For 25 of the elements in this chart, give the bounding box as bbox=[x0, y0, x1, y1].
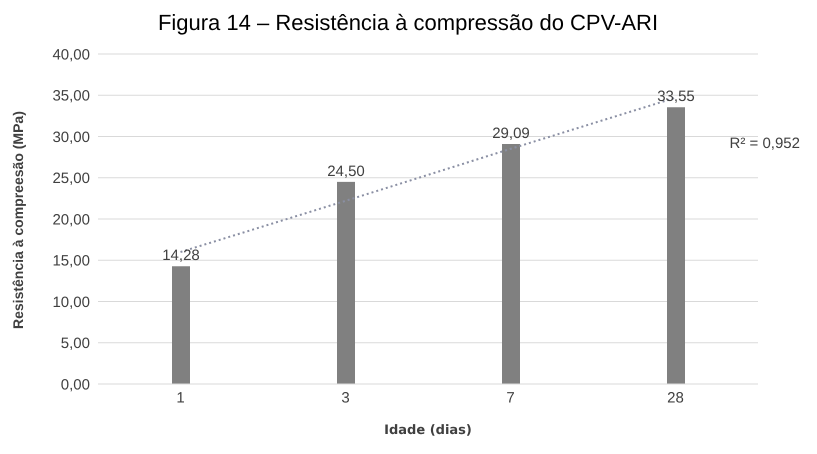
y-tick-label: 15,00 bbox=[52, 252, 90, 270]
y-tick-label: 20,00 bbox=[52, 211, 90, 228]
data-label: 33,55 bbox=[657, 88, 695, 106]
y-tick-label: 5,00 bbox=[60, 335, 90, 352]
x-tick-label: 1 bbox=[176, 390, 185, 407]
y-tick-label: 10,00 bbox=[52, 294, 90, 311]
bar bbox=[502, 144, 520, 384]
y-axis-title: Resistência à compreesão (MPa) bbox=[10, 111, 26, 329]
x-tick-label: 7 bbox=[506, 390, 515, 407]
bar bbox=[172, 266, 190, 384]
data-label: 14,28 bbox=[162, 247, 200, 264]
bar bbox=[667, 107, 685, 384]
data-label: 29,09 bbox=[492, 125, 530, 142]
x-tick-label: 28 bbox=[667, 390, 684, 407]
y-tick-label: 30,00 bbox=[52, 128, 90, 146]
y-tick-label: 0,00 bbox=[60, 376, 90, 394]
data-label: 24,50 bbox=[327, 162, 365, 180]
chart-title: Figura 14 – Resistência à compressão do CPV-ARI bbox=[156, 9, 660, 37]
x-tick-label: 3 bbox=[341, 390, 350, 407]
y-tick-label: 40,00 bbox=[52, 46, 90, 64]
y-tick-label: 35,00 bbox=[52, 88, 90, 105]
annotation: R² = 0,952 bbox=[730, 135, 800, 152]
bar bbox=[337, 182, 355, 384]
x-axis-title: Idade (dias) bbox=[384, 423, 472, 438]
y-tick-label: 25,00 bbox=[52, 170, 90, 188]
